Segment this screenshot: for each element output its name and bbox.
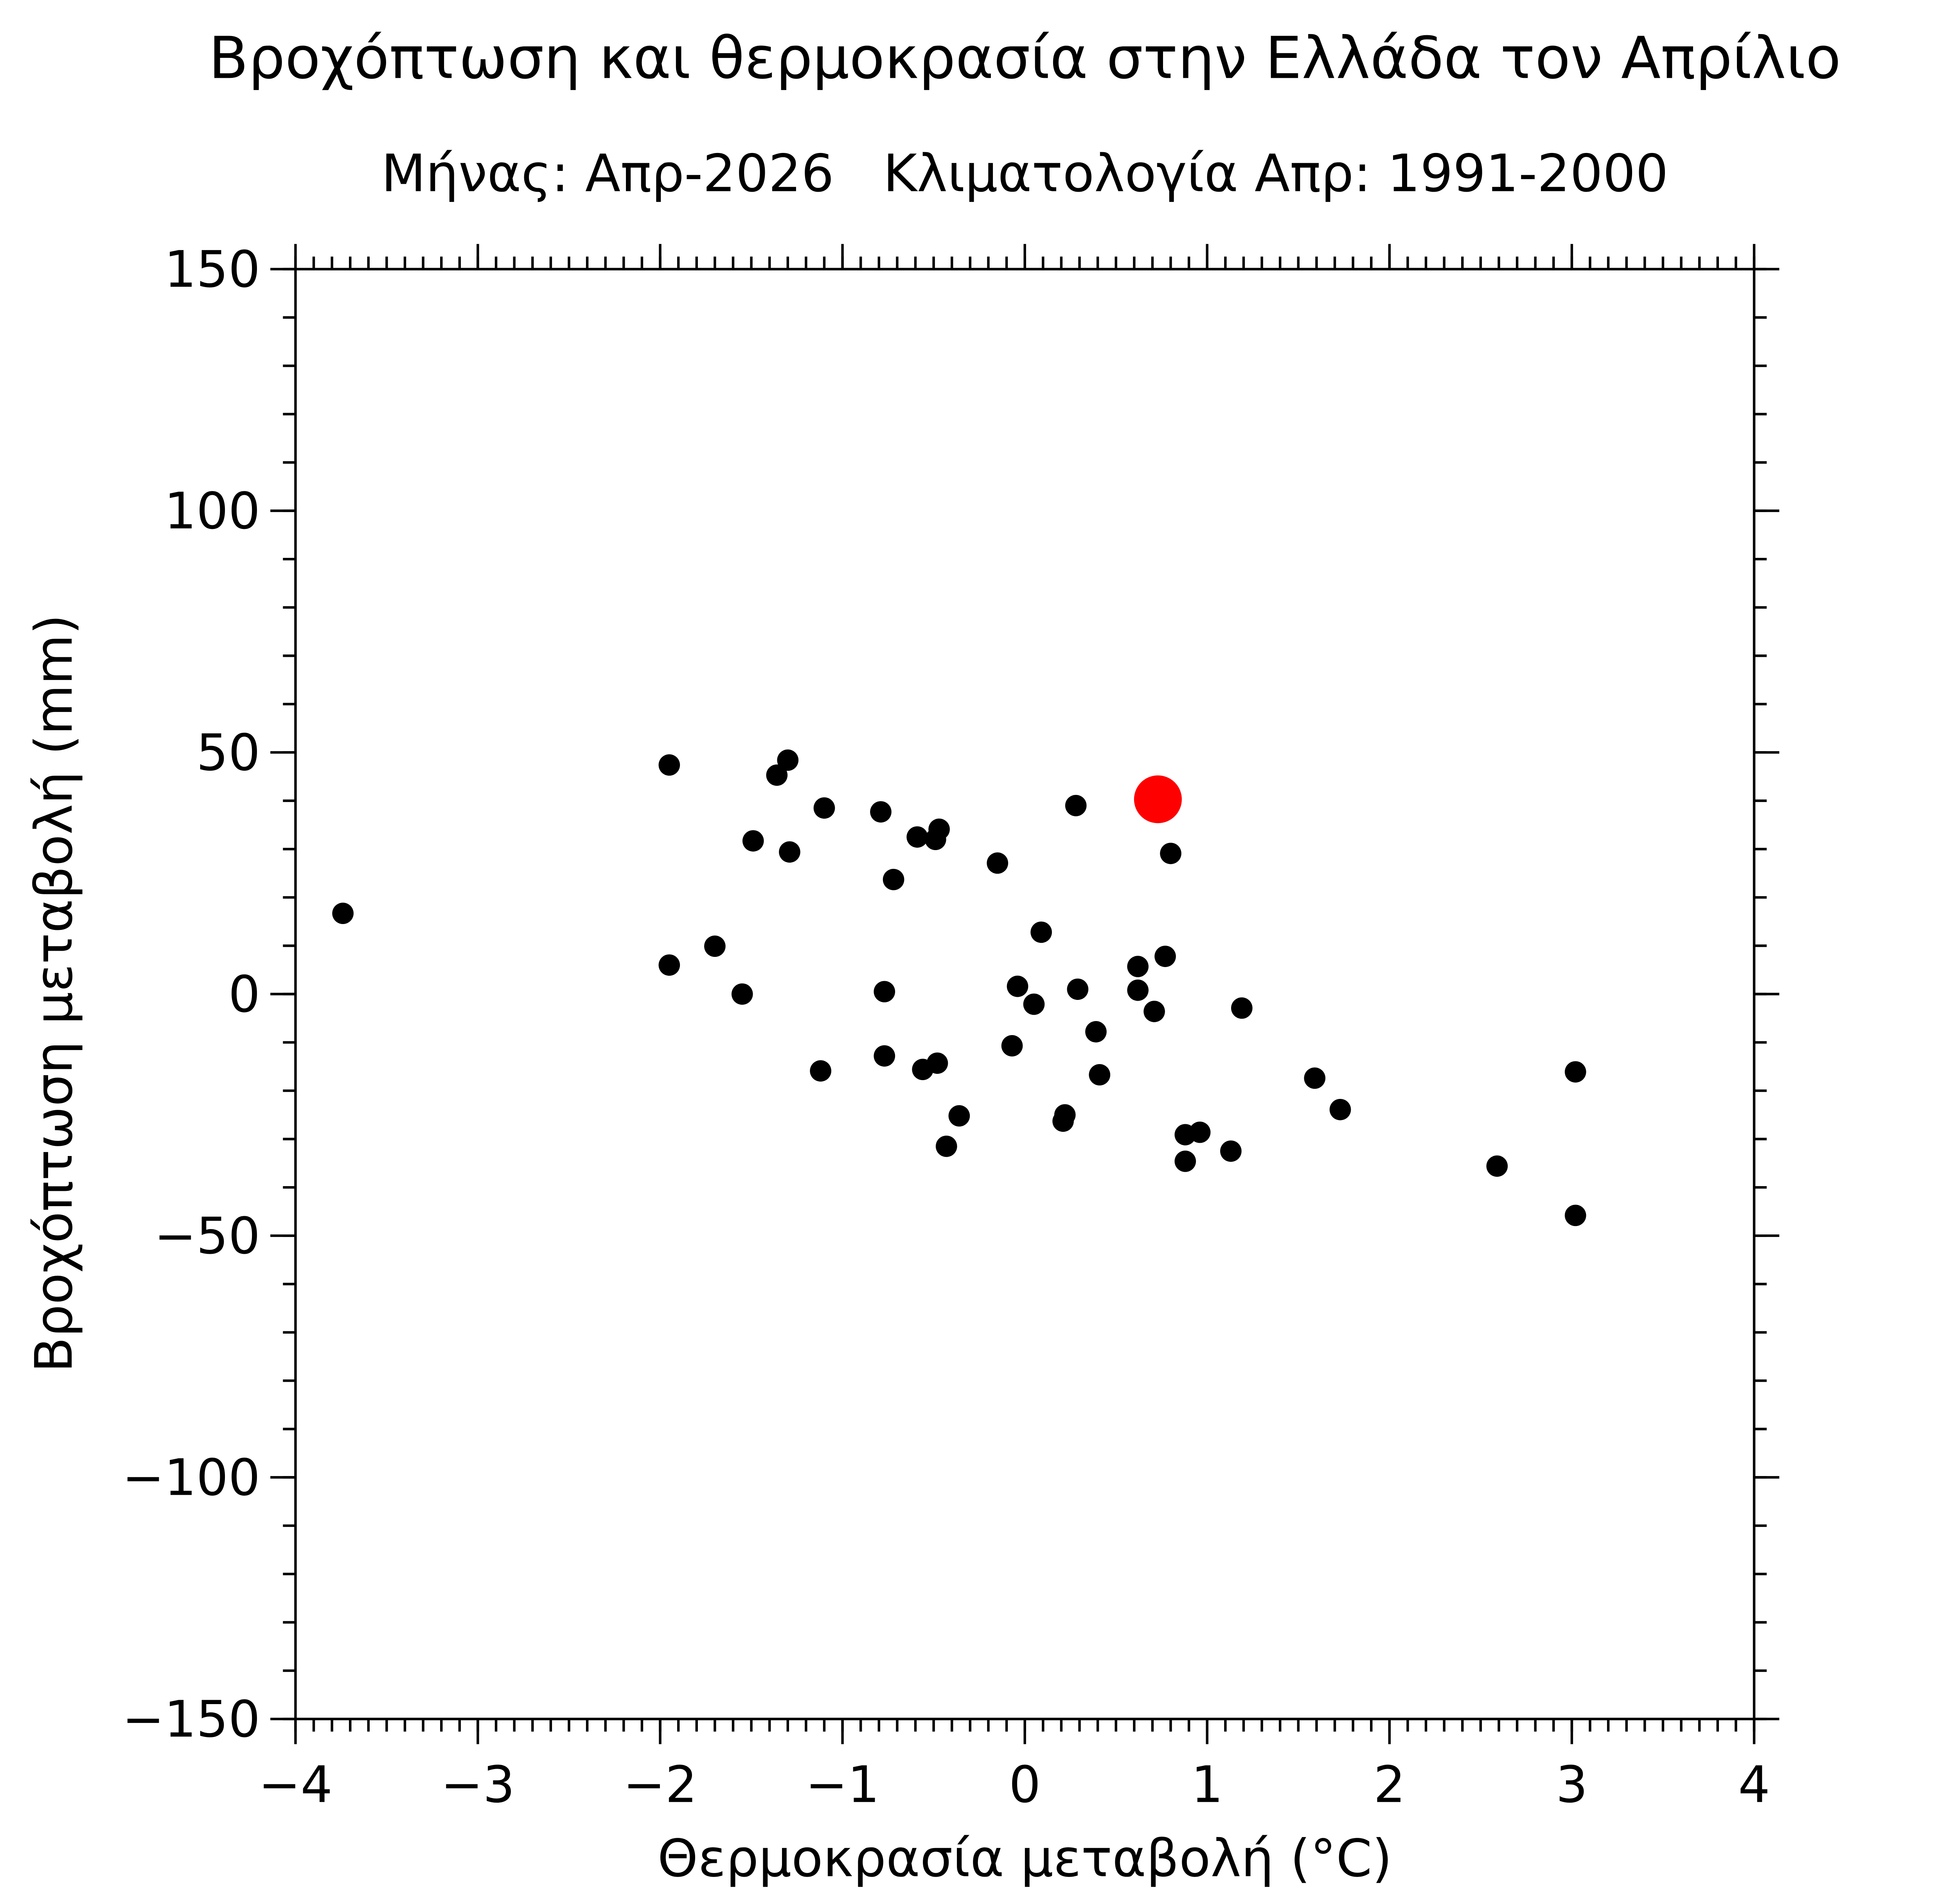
x-tick-label: 0 [1009,1756,1041,1814]
point [1564,1205,1586,1226]
x-tick-label: 3 [1556,1756,1588,1814]
point [1007,975,1028,997]
chart-subtitle: Μήνας: Απρ-2026 Κλιματολογία Απρ: 1991-2… [381,144,1668,204]
point [658,754,680,776]
point [1001,1035,1023,1057]
point [1089,1064,1111,1086]
point [928,818,950,840]
point [731,983,753,1005]
point [1052,1110,1074,1132]
point [1065,795,1087,816]
y-tick-label: 50 [196,724,261,782]
y-axis-label: Βροχόπτωση μεταβολή (mm) [24,614,84,1372]
point [1174,1151,1196,1172]
point [935,1135,957,1157]
point [1143,1001,1165,1022]
point [987,852,1009,874]
y-tick-label: 0 [228,965,261,1024]
x-tick-label: −2 [623,1756,698,1814]
point [1085,1021,1107,1043]
x-tick-label: −4 [259,1756,333,1814]
point [1220,1140,1242,1162]
point [658,954,680,976]
point [1189,1122,1211,1143]
point [948,1105,970,1127]
x-tick-label: −1 [805,1756,880,1814]
point [810,1060,831,1082]
point [1564,1061,1586,1083]
y-tick-label: −150 [122,1690,260,1749]
point [779,841,800,863]
point [1067,978,1089,1000]
point [1486,1155,1508,1177]
point [1127,979,1149,1001]
point [777,749,799,771]
point [874,1045,895,1067]
point [926,1052,948,1074]
point [742,830,764,852]
point [1030,921,1052,943]
point [874,981,895,1003]
x-tick-label: 2 [1374,1756,1406,1814]
x-tick-label: −3 [441,1756,515,1814]
point [1329,1099,1351,1120]
x-axis-label: Θερμοκρασία μεταβολή (°C) [658,1829,1392,1889]
point [813,797,835,819]
point [1154,946,1176,967]
y-tick-label: −100 [122,1449,260,1507]
point [870,801,892,823]
point [883,868,904,890]
y-tick-label: 150 [164,241,260,299]
chart-title: Βροχόπτωση και θερμοκρασία στην Ελλάδα τ… [209,24,1841,92]
point [1127,956,1149,977]
x-tick-label: 1 [1191,1756,1223,1814]
point [704,935,726,957]
y-tick-label: −50 [154,1207,260,1266]
point [332,903,354,924]
point [1160,843,1181,864]
point [1023,993,1045,1015]
highlight-point [1134,775,1182,823]
y-tick-label: 100 [164,482,260,541]
point [766,764,788,786]
point [906,826,928,848]
point [1231,997,1253,1019]
x-tick-label: 4 [1738,1756,1770,1814]
point [1304,1067,1326,1089]
